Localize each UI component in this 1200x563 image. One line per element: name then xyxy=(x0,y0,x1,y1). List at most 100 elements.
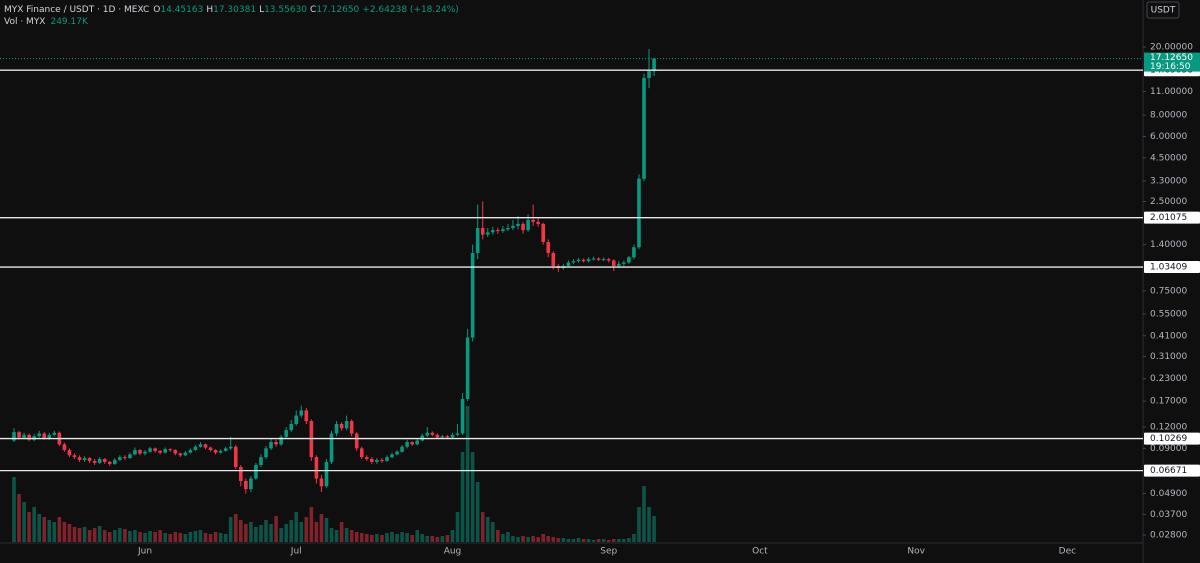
candle-body xyxy=(324,461,329,487)
volume-bar xyxy=(410,535,414,542)
level-label: 0.10269 xyxy=(1150,434,1187,444)
volume-bar xyxy=(42,517,47,542)
volume-bar xyxy=(611,539,616,542)
volume-bar xyxy=(460,452,465,542)
candle-body xyxy=(390,454,394,458)
volume-bar xyxy=(57,517,62,542)
volume-bar xyxy=(128,531,132,542)
candle-body xyxy=(203,444,208,448)
y-tick-label: 0.75000 xyxy=(1150,286,1187,296)
x-tick-label: Sep xyxy=(600,547,617,557)
volume-bar xyxy=(118,528,122,542)
candle-body xyxy=(42,433,47,439)
candle-body xyxy=(365,457,369,460)
volume-bar xyxy=(254,527,258,542)
volume-bar xyxy=(642,486,646,542)
candle-body xyxy=(400,446,404,452)
currency-box[interactable] xyxy=(1146,1,1180,19)
candle-body xyxy=(213,450,218,453)
countdown: 19:16:50 xyxy=(1150,62,1191,72)
volume-bar xyxy=(213,532,218,542)
candle-body xyxy=(82,458,87,460)
volume-bar xyxy=(77,528,82,542)
candle-body xyxy=(349,421,354,434)
volume-bar xyxy=(339,522,344,542)
volume-bar xyxy=(344,528,349,542)
candle-body xyxy=(531,219,535,222)
volume-bar xyxy=(314,522,319,542)
candle-body xyxy=(113,459,117,464)
candle-body xyxy=(47,434,52,439)
volume-bar xyxy=(22,502,26,542)
volume-bar xyxy=(289,520,293,542)
candle-body xyxy=(637,178,641,248)
candle-body xyxy=(264,448,268,458)
volume-bar xyxy=(97,526,102,542)
volume-bar xyxy=(173,532,178,542)
y-tick-label: 20.00000 xyxy=(1150,43,1193,53)
volume-bar xyxy=(17,494,21,542)
volume-bar xyxy=(324,518,329,542)
overlay-layer: 14.650582.010751.034090.102690.0667117.1… xyxy=(0,52,1200,477)
volume-header: Vol · MYX 249.17K xyxy=(4,17,89,27)
candle-body xyxy=(183,452,188,456)
volume-bar xyxy=(632,534,636,542)
candle-body xyxy=(591,258,596,260)
volume-bar xyxy=(188,532,193,542)
candle-body xyxy=(606,259,611,261)
candle-body xyxy=(410,442,414,445)
candle-body xyxy=(72,455,77,458)
volume-bar xyxy=(67,524,72,542)
x-tick-label: Nov xyxy=(907,547,925,557)
volume-bar xyxy=(606,540,611,542)
volume-bar xyxy=(294,512,299,542)
volume-bar xyxy=(561,538,566,542)
candle-body xyxy=(284,430,288,437)
candle-body xyxy=(193,446,198,451)
volume-bar xyxy=(647,507,651,542)
volume-bar xyxy=(249,522,253,542)
candle-body xyxy=(526,219,530,231)
volume-bar xyxy=(228,517,233,542)
y-tick-label: 4.50000 xyxy=(1150,153,1187,163)
volume-bar xyxy=(536,537,540,542)
symbol-title: MYX Finance / USDT · 1D · MEXC xyxy=(4,5,149,15)
volume-bar xyxy=(385,533,389,542)
candle-body xyxy=(178,453,183,456)
candle-body xyxy=(173,450,178,454)
volume-bar xyxy=(395,534,399,542)
volume-bar xyxy=(586,539,591,542)
volume-bar xyxy=(264,520,268,542)
candle-body xyxy=(279,436,283,445)
volume-bar xyxy=(445,535,450,542)
candle-body xyxy=(511,225,515,228)
currency[interactable]: USDT xyxy=(1151,6,1176,16)
volume-bar xyxy=(72,527,77,542)
candle-body xyxy=(521,223,525,231)
volume-bar xyxy=(531,536,535,542)
volume-bar xyxy=(163,533,167,542)
legend-key: L xyxy=(259,5,264,15)
volume-bar xyxy=(526,537,530,542)
volume-bar xyxy=(178,533,183,542)
candle-body xyxy=(339,423,344,429)
y-tick-label: 0.02800 xyxy=(1150,531,1187,541)
candle-body xyxy=(617,263,621,266)
y-tick-label: 0.55000 xyxy=(1150,309,1187,319)
volume-bar xyxy=(622,539,626,542)
candle-body xyxy=(611,260,616,266)
legend-value: 17.30381 xyxy=(213,5,256,15)
volume-bar xyxy=(349,530,354,542)
candle-body xyxy=(632,247,636,258)
volume-bar xyxy=(425,536,430,542)
volume-bar xyxy=(440,536,445,542)
y-tick-label: 0.23000 xyxy=(1150,374,1187,384)
candle-body xyxy=(405,442,409,447)
candle-body xyxy=(370,459,374,462)
candle-body xyxy=(77,457,82,460)
level-label-box xyxy=(1144,432,1200,445)
volume-bar xyxy=(284,524,288,542)
level-label: 2.01075 xyxy=(1150,213,1187,223)
volume-bar xyxy=(123,529,127,542)
volume-bar xyxy=(591,540,596,542)
